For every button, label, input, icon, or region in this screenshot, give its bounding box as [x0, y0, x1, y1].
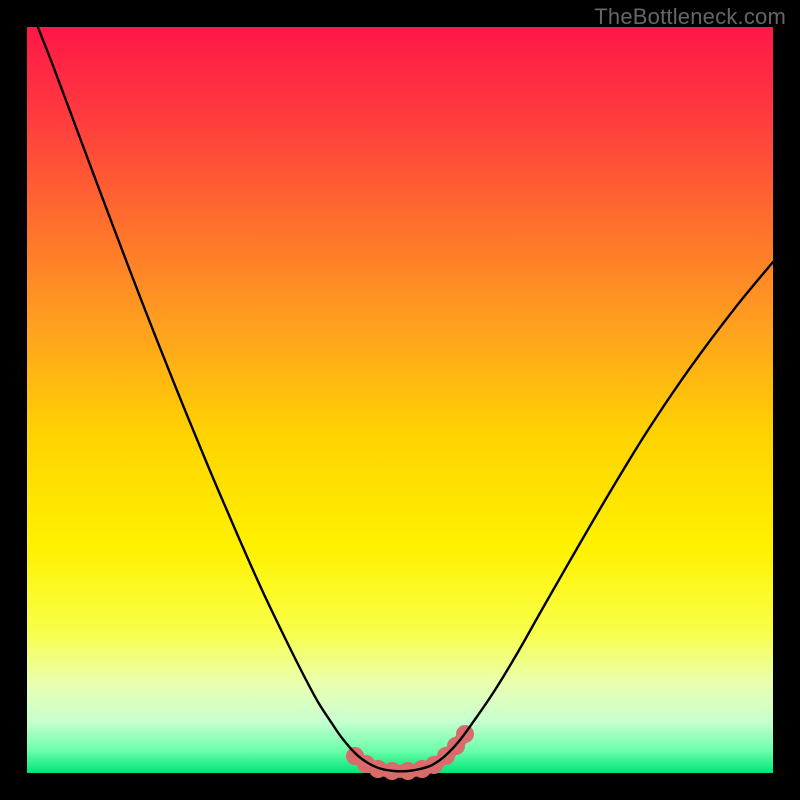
bottleneck-curve-chart: [0, 0, 800, 800]
chart-container: { "meta": { "watermark_text": "TheBottle…: [0, 0, 800, 800]
watermark-text: TheBottleneck.com: [594, 4, 786, 30]
gradient-background: [27, 27, 773, 773]
